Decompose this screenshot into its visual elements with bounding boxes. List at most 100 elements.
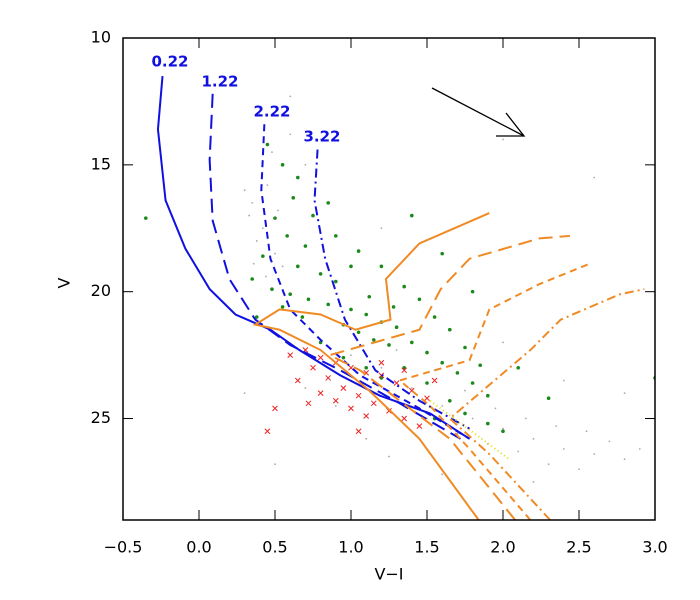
point xyxy=(318,272,323,276)
point xyxy=(273,216,277,220)
point xyxy=(380,366,383,369)
point xyxy=(355,392,362,399)
point xyxy=(289,133,292,136)
point xyxy=(410,387,413,389)
point xyxy=(394,325,399,330)
y-tick-label: 10 xyxy=(91,28,111,47)
point xyxy=(593,176,596,179)
line xyxy=(429,399,510,460)
point xyxy=(274,252,276,255)
point xyxy=(623,458,626,461)
point xyxy=(364,312,369,317)
point xyxy=(410,213,414,218)
point xyxy=(310,364,316,371)
point xyxy=(370,400,377,407)
point xyxy=(378,359,385,366)
point xyxy=(516,365,520,370)
point xyxy=(365,437,368,440)
point xyxy=(388,455,390,458)
point xyxy=(326,201,331,205)
point xyxy=(425,381,429,385)
point xyxy=(291,196,296,200)
point xyxy=(296,175,300,180)
point xyxy=(326,302,331,307)
point xyxy=(532,481,535,483)
line xyxy=(260,124,471,440)
point xyxy=(250,277,254,281)
point xyxy=(432,315,437,319)
point xyxy=(402,365,407,370)
point xyxy=(341,355,346,360)
point xyxy=(248,214,251,217)
point xyxy=(463,411,467,416)
point xyxy=(501,429,505,434)
point xyxy=(349,307,353,312)
annotation: 0.22 xyxy=(151,53,188,71)
point xyxy=(261,227,264,230)
point xyxy=(355,428,362,435)
x-tick-label: 3.0 xyxy=(642,538,667,557)
point xyxy=(285,234,289,238)
point xyxy=(502,138,504,141)
line xyxy=(208,93,461,440)
point xyxy=(306,297,311,302)
y-tick-label: 25 xyxy=(91,408,111,427)
x-tick-label: 0.0 xyxy=(186,538,211,557)
point xyxy=(277,209,279,212)
point xyxy=(395,349,398,351)
point xyxy=(547,463,550,466)
point xyxy=(546,396,551,401)
point xyxy=(334,279,338,284)
point xyxy=(486,421,490,426)
line xyxy=(448,288,645,520)
point xyxy=(251,201,254,204)
line xyxy=(326,234,570,520)
point xyxy=(494,407,497,410)
point xyxy=(304,163,307,166)
point xyxy=(470,381,475,385)
point xyxy=(532,437,535,440)
point xyxy=(364,365,369,370)
point xyxy=(502,427,504,430)
point xyxy=(416,423,423,429)
point xyxy=(334,404,337,407)
y-tick-label: 20 xyxy=(91,281,111,300)
point xyxy=(265,142,270,147)
point xyxy=(441,473,444,476)
point xyxy=(478,363,483,368)
point xyxy=(393,380,400,386)
point xyxy=(593,453,596,455)
point xyxy=(350,354,352,357)
point xyxy=(252,262,255,265)
point xyxy=(623,392,626,395)
point xyxy=(334,234,338,238)
point xyxy=(367,294,372,299)
point xyxy=(401,415,408,422)
point xyxy=(440,360,445,365)
line xyxy=(313,149,471,430)
point xyxy=(349,264,353,269)
point xyxy=(340,385,347,391)
point xyxy=(387,343,391,347)
point xyxy=(300,315,305,319)
annotation: 1.22 xyxy=(201,73,238,91)
point xyxy=(356,249,361,253)
point xyxy=(288,292,293,297)
point xyxy=(325,375,332,381)
point xyxy=(304,387,307,389)
point xyxy=(502,341,504,344)
point xyxy=(441,404,444,407)
point xyxy=(401,367,408,374)
point xyxy=(524,417,527,420)
point xyxy=(319,138,322,141)
point xyxy=(440,251,445,256)
point xyxy=(417,297,422,302)
point xyxy=(585,430,588,433)
point xyxy=(425,350,429,355)
point xyxy=(305,400,312,407)
x-tick-label: −0.5 xyxy=(104,538,143,557)
point xyxy=(562,379,565,382)
point xyxy=(464,389,466,392)
point xyxy=(294,377,301,384)
point xyxy=(471,417,474,420)
